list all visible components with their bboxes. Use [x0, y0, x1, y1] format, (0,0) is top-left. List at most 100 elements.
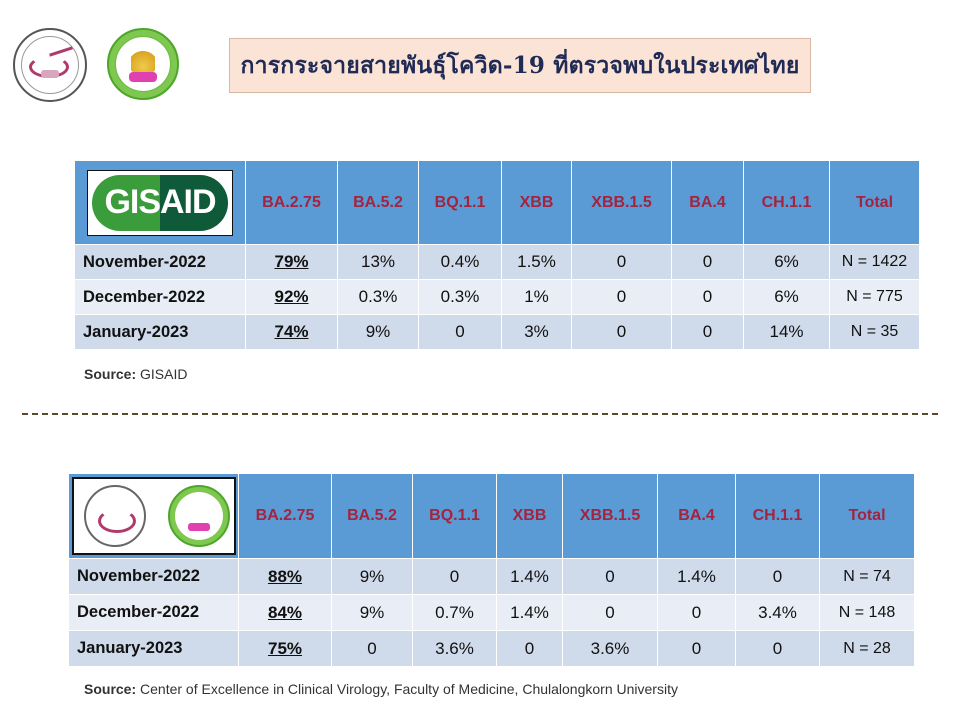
cecv-logo-base — [41, 70, 59, 78]
gisaid-logo-text: GISAID — [104, 183, 216, 221]
row-label: November-2022 — [68, 558, 239, 595]
header-ba-2-75: BA.2.75 — [245, 160, 338, 245]
cell-ba-5-2: 0.3% — [337, 279, 419, 315]
cell-xbb: 3% — [501, 314, 572, 350]
cell-ch-1-1: 6% — [743, 244, 830, 280]
header-bq-1-1: BQ.1.1 — [418, 160, 502, 245]
cell-ch-1-1: 14% — [743, 314, 830, 350]
gisaid-logo: GISAID — [87, 169, 233, 236]
header-ba-4: BA.4 — [657, 473, 736, 559]
dual-institution-logo — [71, 477, 236, 555]
header-ch-1-1: CH.1.1 — [743, 160, 830, 245]
header-xbb-1-5: XBB.1.5 — [571, 160, 672, 245]
header-bq-1-1: BQ.1.1 — [412, 473, 497, 559]
table-row: January-2023 74% 9% 0 3% 0 0 14% N = 35 — [74, 314, 920, 350]
cell-ba-5-2: 0 — [331, 630, 413, 667]
page-title-box: การกระจายสายพันธุ์โควิด-19 ที่ตรวจพบในปร… — [229, 38, 811, 93]
cell-bq-1-1: 0 — [418, 314, 502, 350]
gisaid-logo-cell: GISAID — [74, 160, 246, 245]
header-ba-2-75: BA.2.75 — [238, 473, 332, 559]
header-total: Total — [819, 473, 915, 559]
cell-xbb: 1.4% — [496, 594, 563, 631]
cell-ba-4: 0 — [671, 314, 744, 350]
chula-logo-crown-icon — [131, 44, 155, 72]
dual-logo-cell — [68, 473, 239, 559]
cell-total: N = 74 — [819, 558, 915, 595]
header-total: Total — [829, 160, 920, 245]
cell-ba-2-75: 88% — [238, 558, 332, 595]
table-row: December-2022 92% 0.3% 0.3% 1% 0 0 6% N … — [74, 279, 920, 315]
gisaid-variant-table: GISAID BA.2.75 BA.5.2 BQ.1.1 XBB XBB.1.5… — [74, 160, 920, 350]
cell-bq-1-1: 0.7% — [412, 594, 497, 631]
cell-xbb: 1% — [501, 279, 572, 315]
cell-ba-4: 0 — [657, 594, 736, 631]
cell-ba-5-2: 9% — [337, 314, 419, 350]
row-label: December-2022 — [74, 279, 246, 315]
source-label: Source: — [84, 366, 137, 382]
header-ba-5-2: BA.5.2 — [331, 473, 413, 559]
table-row: December-2022 84% 9% 0.7% 1.4% 0 0 3.4% … — [68, 594, 915, 631]
cell-ba-4: 1.4% — [657, 558, 736, 595]
cell-total: N = 35 — [829, 314, 920, 350]
table-header-row: GISAID BA.2.75 BA.5.2 BQ.1.1 XBB XBB.1.5… — [74, 160, 920, 245]
cell-total: N = 775 — [829, 279, 920, 315]
section-divider — [22, 413, 938, 415]
cell-ba-4: 0 — [657, 630, 736, 667]
cell-ba-5-2: 13% — [337, 244, 419, 280]
cell-ba-2-75: 92% — [245, 279, 338, 315]
chula-medicine-logo-small — [167, 485, 230, 547]
source-text: GISAID — [136, 366, 188, 382]
cell-bq-1-1: 0 — [412, 558, 497, 595]
chula-variant-table: BA.2.75 BA.5.2 BQ.1.1 XBB XBB.1.5 BA.4 C… — [68, 473, 915, 667]
cell-ba-5-2: 9% — [331, 594, 413, 631]
cell-xbb-1-5: 0 — [562, 594, 658, 631]
gisaid-source-note: Source: GISAID — [84, 366, 187, 382]
chula-source-note: Source: Center of Excellence in Clinical… — [84, 681, 678, 697]
cecv-logo-small — [83, 485, 146, 547]
header-xbb: XBB — [501, 160, 572, 245]
cell-ba-5-2: 9% — [331, 558, 413, 595]
source-label: Source: — [84, 681, 137, 697]
gisaid-logo-pill: GISAID — [92, 174, 228, 231]
page-title: การกระจายสายพันธุ์โควิด-19 ที่ตรวจพบในปร… — [240, 51, 800, 79]
cecv-logo — [13, 28, 87, 102]
cell-xbb-1-5: 3.6% — [562, 630, 658, 667]
table-row: January-2023 75% 0 3.6% 0 3.6% 0 0 N = 2… — [68, 630, 915, 667]
header-ba-4: BA.4 — [671, 160, 744, 245]
cell-ch-1-1: 0 — [735, 630, 820, 667]
cecv-logo-ring — [21, 36, 79, 94]
cell-xbb-1-5: 0 — [571, 314, 672, 350]
cell-ba-2-75: 74% — [245, 314, 338, 350]
cell-total: N = 148 — [819, 594, 915, 631]
header-ch-1-1: CH.1.1 — [735, 473, 820, 559]
header-ba-5-2: BA.5.2 — [337, 160, 419, 245]
table-header-row: BA.2.75 BA.5.2 BQ.1.1 XBB XBB.1.5 BA.4 C… — [68, 473, 915, 559]
cell-ch-1-1: 6% — [743, 279, 830, 315]
cell-ba-2-75: 75% — [238, 630, 332, 667]
cell-ch-1-1: 3.4% — [735, 594, 820, 631]
cell-total: N = 28 — [819, 630, 915, 667]
cell-ba-4: 0 — [671, 244, 744, 280]
header-xbb: XBB — [496, 473, 563, 559]
cell-ba-2-75: 79% — [245, 244, 338, 280]
header-xbb-1-5: XBB.1.5 — [562, 473, 658, 559]
row-label: December-2022 — [68, 594, 239, 631]
cell-total: N = 1422 — [829, 244, 920, 280]
row-label: January-2023 — [68, 630, 239, 667]
chula-medicine-logo — [107, 28, 179, 100]
row-label: January-2023 — [74, 314, 246, 350]
source-text: Center of Excellence in Clinical Virolog… — [136, 681, 678, 697]
cell-xbb: 1.5% — [501, 244, 572, 280]
cell-xbb: 0 — [496, 630, 563, 667]
cell-bq-1-1: 0.4% — [418, 244, 502, 280]
cell-ba-4: 0 — [671, 279, 744, 315]
cell-bq-1-1: 3.6% — [412, 630, 497, 667]
row-label: November-2022 — [74, 244, 246, 280]
cell-ba-2-75: 84% — [238, 594, 332, 631]
cell-bq-1-1: 0.3% — [418, 279, 502, 315]
cell-ch-1-1: 0 — [735, 558, 820, 595]
table-row: November-2022 79% 13% 0.4% 1.5% 0 0 6% N… — [74, 244, 920, 280]
table-row: November-2022 88% 9% 0 1.4% 0 1.4% 0 N =… — [68, 558, 915, 595]
cell-xbb-1-5: 0 — [571, 279, 672, 315]
cell-xbb-1-5: 0 — [562, 558, 658, 595]
